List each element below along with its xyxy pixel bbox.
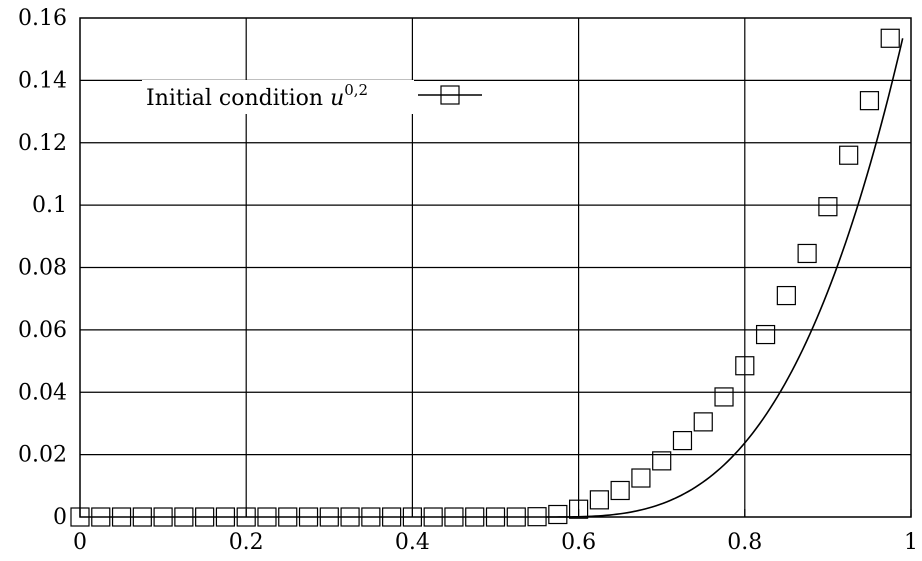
- data-point-marker: [402, 507, 422, 527]
- x-tick-label: 0: [73, 530, 87, 555]
- data-point-marker: [652, 451, 672, 471]
- data-point-marker: [298, 507, 319, 527]
- legend-square-marker: [440, 85, 460, 105]
- data-point-marker: [859, 91, 880, 111]
- y-tick-label: 0.06: [18, 318, 67, 343]
- data-point-marker: [195, 507, 215, 527]
- legend-background: [142, 80, 414, 114]
- series-markers: [70, 28, 900, 527]
- legend: Initial condition u0,2: [142, 80, 482, 114]
- x-tick-label: 0.2: [229, 530, 264, 555]
- x-axis-ticks: 0 0.2 0.4 0.6 0.8 1: [73, 509, 918, 555]
- data-point-marker: [215, 507, 236, 527]
- series-line: [545, 38, 904, 518]
- data-point-marker: [382, 507, 402, 527]
- x-tick-label: 0.4: [395, 530, 430, 555]
- data-point-marker: [735, 356, 755, 376]
- data-point-marker: [319, 507, 339, 527]
- y-axis-ticks: 0 0.02 0.04 0.06 0.08 0.1 0.12 0.14 0.16: [18, 6, 67, 530]
- data-point-marker: [257, 507, 277, 527]
- data-point-marker: [797, 243, 817, 264]
- data-point-marker: [236, 507, 256, 527]
- data-point-marker: [111, 507, 132, 527]
- data-point-marker: [70, 507, 90, 527]
- data-point-marker: [672, 430, 693, 451]
- data-point-marker: [465, 507, 485, 527]
- data-point-marker: [506, 507, 526, 527]
- data-point-marker: [132, 507, 152, 527]
- data-point-marker: [693, 412, 713, 432]
- data-point-marker: [610, 480, 630, 501]
- data-point-marker: [818, 197, 838, 217]
- plot-frame: [79, 17, 912, 518]
- data-point-marker: [174, 507, 194, 527]
- data-point-marker: [91, 507, 111, 527]
- data-point-marker: [880, 28, 900, 48]
- y-tick-label: 0.08: [18, 256, 67, 281]
- y-tick-label: 0.12: [18, 131, 67, 156]
- data-point-marker: [589, 490, 609, 510]
- y-tick-label: 0.1: [32, 193, 67, 218]
- x-tick-label: 0.8: [727, 530, 762, 555]
- data-point-marker: [444, 507, 464, 527]
- data-point-marker: [361, 507, 381, 527]
- data-point-marker: [340, 507, 360, 527]
- data-point-marker: [485, 507, 506, 527]
- y-tick-label: 0.16: [18, 6, 67, 31]
- data-point-marker: [776, 285, 796, 306]
- x-tick-label: 0.6: [561, 530, 596, 555]
- y-tick-label: 0.14: [18, 68, 67, 93]
- data-point-marker: [527, 507, 547, 527]
- data-point-marker: [714, 387, 734, 407]
- data-point-marker: [839, 145, 859, 165]
- data-point-marker: [548, 504, 568, 525]
- data-point-marker: [278, 507, 298, 527]
- legend-label: Initial condition u0,2: [146, 81, 368, 111]
- data-point-marker: [153, 507, 173, 527]
- y-tick-label: 0.04: [18, 380, 67, 405]
- data-point-marker: [755, 324, 776, 345]
- data-point-marker: [423, 507, 443, 527]
- data-point-marker: [631, 468, 651, 488]
- y-tick-label: 0: [53, 505, 67, 530]
- x-tick-label: 1: [904, 530, 918, 555]
- y-tick-label: 0.02: [18, 443, 67, 468]
- data-point-marker: [568, 499, 589, 519]
